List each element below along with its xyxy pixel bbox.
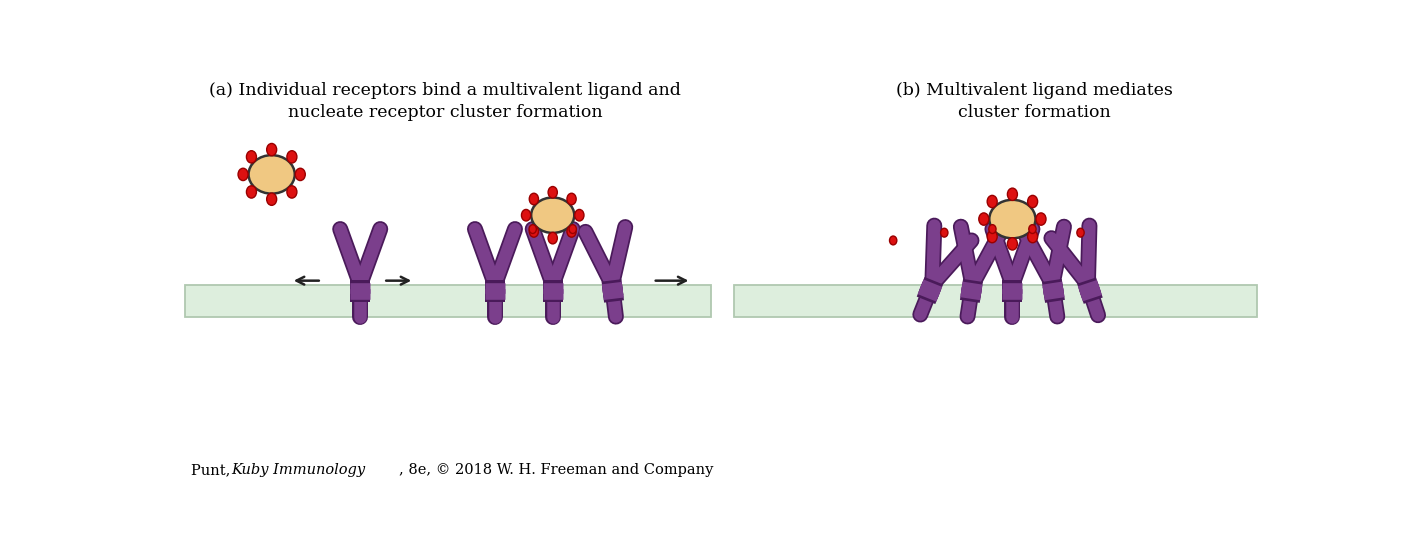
Ellipse shape xyxy=(1008,238,1018,250)
Ellipse shape xyxy=(1077,228,1084,237)
Ellipse shape xyxy=(988,225,995,234)
Ellipse shape xyxy=(529,226,538,237)
Ellipse shape xyxy=(1028,230,1038,243)
Ellipse shape xyxy=(941,228,948,237)
Bar xyxy=(734,285,1257,317)
Text: Punt,: Punt, xyxy=(191,463,235,477)
Ellipse shape xyxy=(246,186,256,198)
Ellipse shape xyxy=(531,198,574,233)
Ellipse shape xyxy=(522,209,530,221)
Ellipse shape xyxy=(548,233,557,244)
Ellipse shape xyxy=(548,186,557,198)
Ellipse shape xyxy=(238,168,247,180)
Ellipse shape xyxy=(246,151,256,163)
Ellipse shape xyxy=(1029,225,1036,234)
Ellipse shape xyxy=(529,225,536,234)
Ellipse shape xyxy=(1008,188,1018,200)
Ellipse shape xyxy=(567,226,576,237)
Ellipse shape xyxy=(575,209,583,221)
Ellipse shape xyxy=(569,225,576,234)
Ellipse shape xyxy=(267,193,277,205)
Ellipse shape xyxy=(987,230,997,243)
Ellipse shape xyxy=(249,155,295,194)
Ellipse shape xyxy=(529,193,538,205)
Text: (a) Individual receptors bind a multivalent ligand and
nucleate receptor cluster: (a) Individual receptors bind a multival… xyxy=(209,82,681,121)
Ellipse shape xyxy=(979,213,988,225)
Ellipse shape xyxy=(567,193,576,205)
Ellipse shape xyxy=(287,186,297,198)
Ellipse shape xyxy=(287,151,297,163)
Ellipse shape xyxy=(1036,213,1046,225)
Text: (b) Multivalent ligand mediates
cluster formation: (b) Multivalent ligand mediates cluster … xyxy=(896,82,1173,121)
Ellipse shape xyxy=(295,168,305,180)
Ellipse shape xyxy=(267,143,277,156)
Text: , 8e, © 2018 W. H. Freeman and Company: , 8e, © 2018 W. H. Freeman and Company xyxy=(399,463,713,477)
Ellipse shape xyxy=(1028,195,1038,208)
Ellipse shape xyxy=(987,195,997,208)
Bar xyxy=(186,285,710,317)
Ellipse shape xyxy=(890,236,897,245)
Text: Kuby Immunology: Kuby Immunology xyxy=(231,463,366,477)
Ellipse shape xyxy=(990,200,1035,238)
